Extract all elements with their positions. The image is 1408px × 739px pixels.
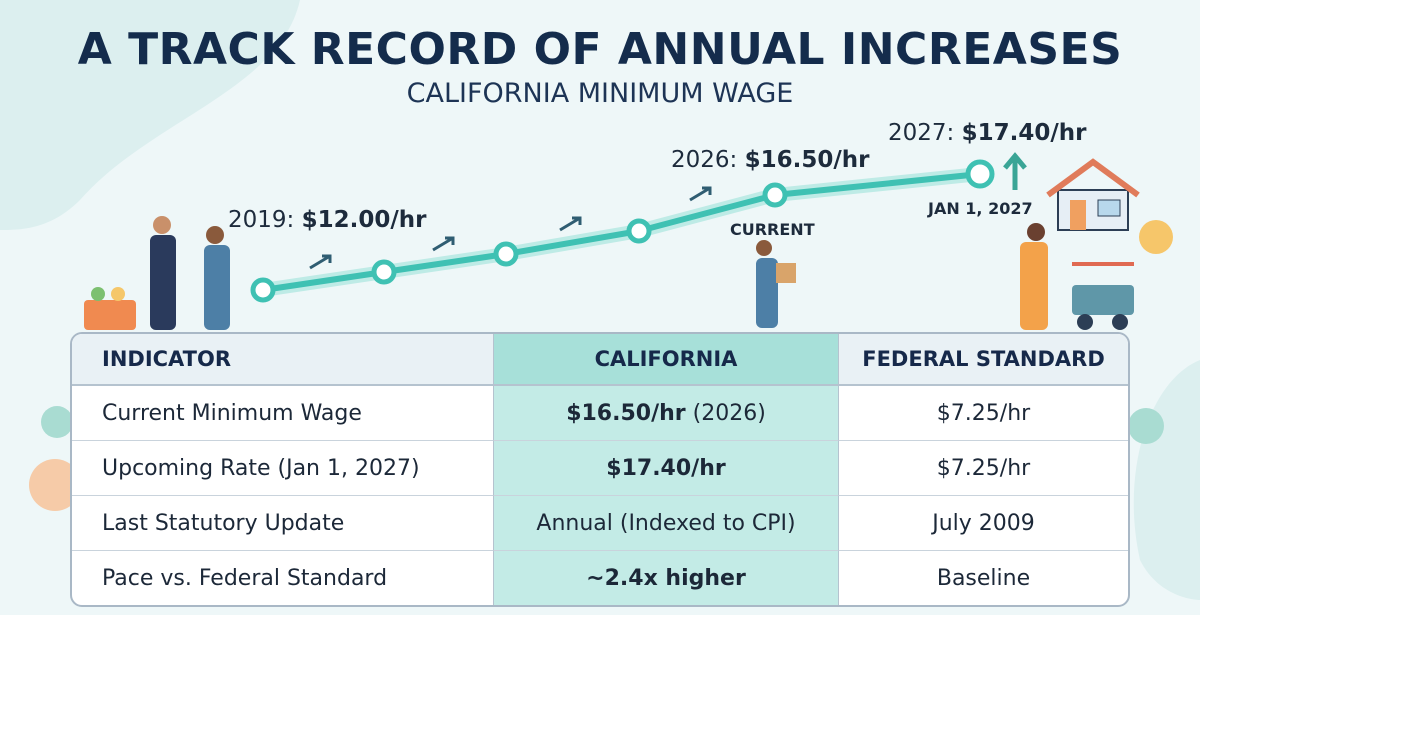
table-cell: $17.40/hr [493, 441, 839, 496]
rate: $12.00/hr [301, 207, 427, 233]
table-cell: $7.25/hr [839, 441, 1128, 496]
trend-line [260, 171, 983, 293]
cell-text: Upcoming Rate (Jan 1, 2027) [102, 455, 420, 481]
timeline-tag: JAN 1, 2027 [928, 199, 1033, 218]
table-cell: July 2009 [839, 496, 1128, 551]
table-row: Upcoming Rate (Jan 1, 2027) $17.40/hr $7.2… [72, 441, 1128, 496]
year: 2026: [671, 147, 745, 173]
table-cell: Pace vs. Federal Standard [72, 551, 493, 605]
year: 2027: [888, 120, 962, 146]
table-cell: Last Statutory Update [72, 496, 493, 551]
table-cell: ~2.4x higher [493, 551, 839, 605]
timeline-tag: CURRENT [730, 220, 815, 239]
coin-bag [29, 459, 81, 511]
coin [1128, 408, 1164, 444]
cell-emphasis: $16.50/hr [566, 400, 686, 426]
arrows [309, 186, 712, 270]
title: A TRACK RECORD OF ANNUAL INCREASES [77, 24, 1123, 75]
timeline-label: 2027: $17.40/hr [888, 120, 1086, 146]
cell-text: $7.25/hr [936, 400, 1031, 426]
trend-points [250, 159, 995, 303]
table-cell: $7.25/hr [839, 386, 1128, 441]
rate: $17.40/hr [961, 120, 1087, 146]
basket [84, 287, 136, 330]
table-cell: Current Minimum Wage [72, 386, 493, 441]
table-cell: Annual (Indexed to CPI) [493, 496, 839, 551]
blob [0, 0, 300, 230]
up-arrow [1003, 152, 1027, 190]
column-header: CALIFORNIA [493, 334, 839, 386]
cell-text: Annual (Indexed to CPI) [536, 510, 796, 536]
column-header: INDICATOR [72, 334, 493, 386]
cell-emphasis: ~2.4x higher [586, 565, 746, 591]
people [150, 216, 1048, 330]
cell-text: Baseline [936, 565, 1031, 591]
house [1046, 158, 1140, 231]
cell-text: (2026) [685, 400, 766, 426]
table-row: Current Minimum Wage $16.50/hr (2026) $7.2… [72, 386, 1128, 441]
coin [41, 406, 73, 438]
table-cell: Baseline [839, 551, 1128, 605]
timeline-label: 2026: $16.50/hr [671, 147, 869, 173]
cell-text: Last Statutory Update [102, 510, 345, 536]
table-cell: Upcoming Rate (Jan 1, 2027) [72, 441, 493, 496]
comparison-table: INDICATOR CALIFORNIA FEDERAL STANDARD Curr… [70, 332, 1130, 607]
subtitle: CALIFORNIA MINIMUM WAGE [406, 78, 794, 109]
column-header: FEDERAL STANDARD [839, 334, 1128, 386]
timeline-label: 2019: $12.00/hr [228, 207, 426, 233]
cell-text: Current Minimum Wage [102, 400, 362, 426]
table-cell: $16.50/hr (2026) [493, 386, 839, 441]
cell-text: July 2009 [932, 510, 1035, 536]
coin [1139, 220, 1173, 254]
cell-text: Pace vs. Federal Standard [102, 565, 388, 591]
table-row: Last Statutory Update Annual (Indexed to … [72, 496, 1128, 551]
rate: $16.50/hr [744, 147, 870, 173]
cell-text: $7.25/hr [936, 455, 1031, 481]
cart [1072, 262, 1134, 330]
cell-emphasis: $17.40/hr [606, 455, 726, 481]
year: 2019: [228, 207, 302, 233]
table-row: Pace vs. Federal Standard ~2.4x higher Bas… [72, 551, 1128, 605]
